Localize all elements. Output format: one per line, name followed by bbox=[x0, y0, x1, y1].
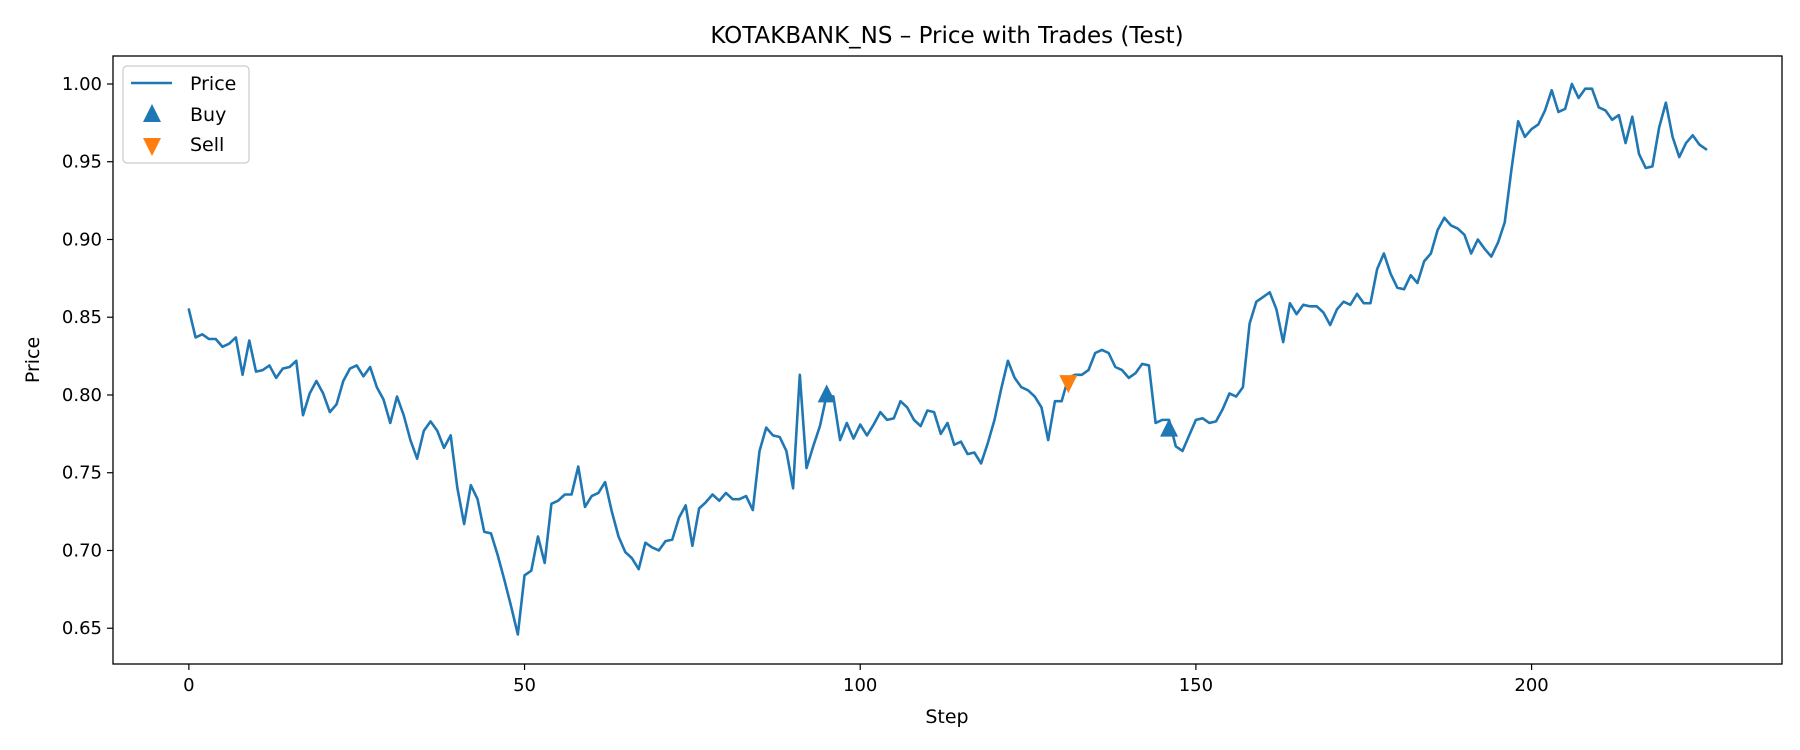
y-axis-ticks: 0.65 0.70 0.75 0.80 0.85 0.90 0.95 1.00 bbox=[62, 74, 113, 639]
buy-marker bbox=[1160, 418, 1179, 437]
y-axis-label: Price bbox=[22, 337, 44, 383]
sell-marker bbox=[1059, 375, 1078, 394]
y-tick-label: 0.90 bbox=[62, 229, 102, 250]
y-tick-label: 0.85 bbox=[62, 307, 102, 328]
legend-buy-label: Buy bbox=[190, 104, 226, 126]
y-tick-label: 0.80 bbox=[62, 385, 102, 406]
legend-sell-label: Sell bbox=[190, 134, 224, 156]
legend-price-label: Price bbox=[190, 73, 236, 95]
x-axis-ticks: 0 50 100 150 200 bbox=[183, 664, 1549, 696]
series-layer bbox=[187, 82, 1708, 636]
x-tick-label: 0 bbox=[183, 675, 194, 696]
plot-area bbox=[112, 55, 1783, 665]
chart-title: KOTAKBANK_NS – Price with Trades (Test) bbox=[710, 23, 1183, 49]
y-tick-label: 0.75 bbox=[62, 463, 102, 484]
buy-marker bbox=[817, 384, 836, 403]
x-tick-label: 150 bbox=[1179, 675, 1213, 696]
x-tick-label: 200 bbox=[1514, 675, 1548, 696]
x-axis-label: Step bbox=[925, 706, 968, 728]
price-series-line bbox=[187, 82, 1708, 636]
y-tick-label: 0.65 bbox=[62, 618, 102, 639]
x-tick-label: 50 bbox=[513, 675, 536, 696]
x-tick-label: 100 bbox=[843, 675, 877, 696]
legend-sell-marker bbox=[143, 138, 161, 156]
trade-markers bbox=[817, 375, 1179, 437]
y-tick-label: 0.70 bbox=[62, 540, 102, 561]
y-tick-label: 1.00 bbox=[62, 74, 102, 95]
y-tick-label: 0.95 bbox=[62, 152, 102, 173]
legend: Price Buy Sell bbox=[122, 65, 250, 164]
legend-buy-marker bbox=[143, 104, 161, 122]
